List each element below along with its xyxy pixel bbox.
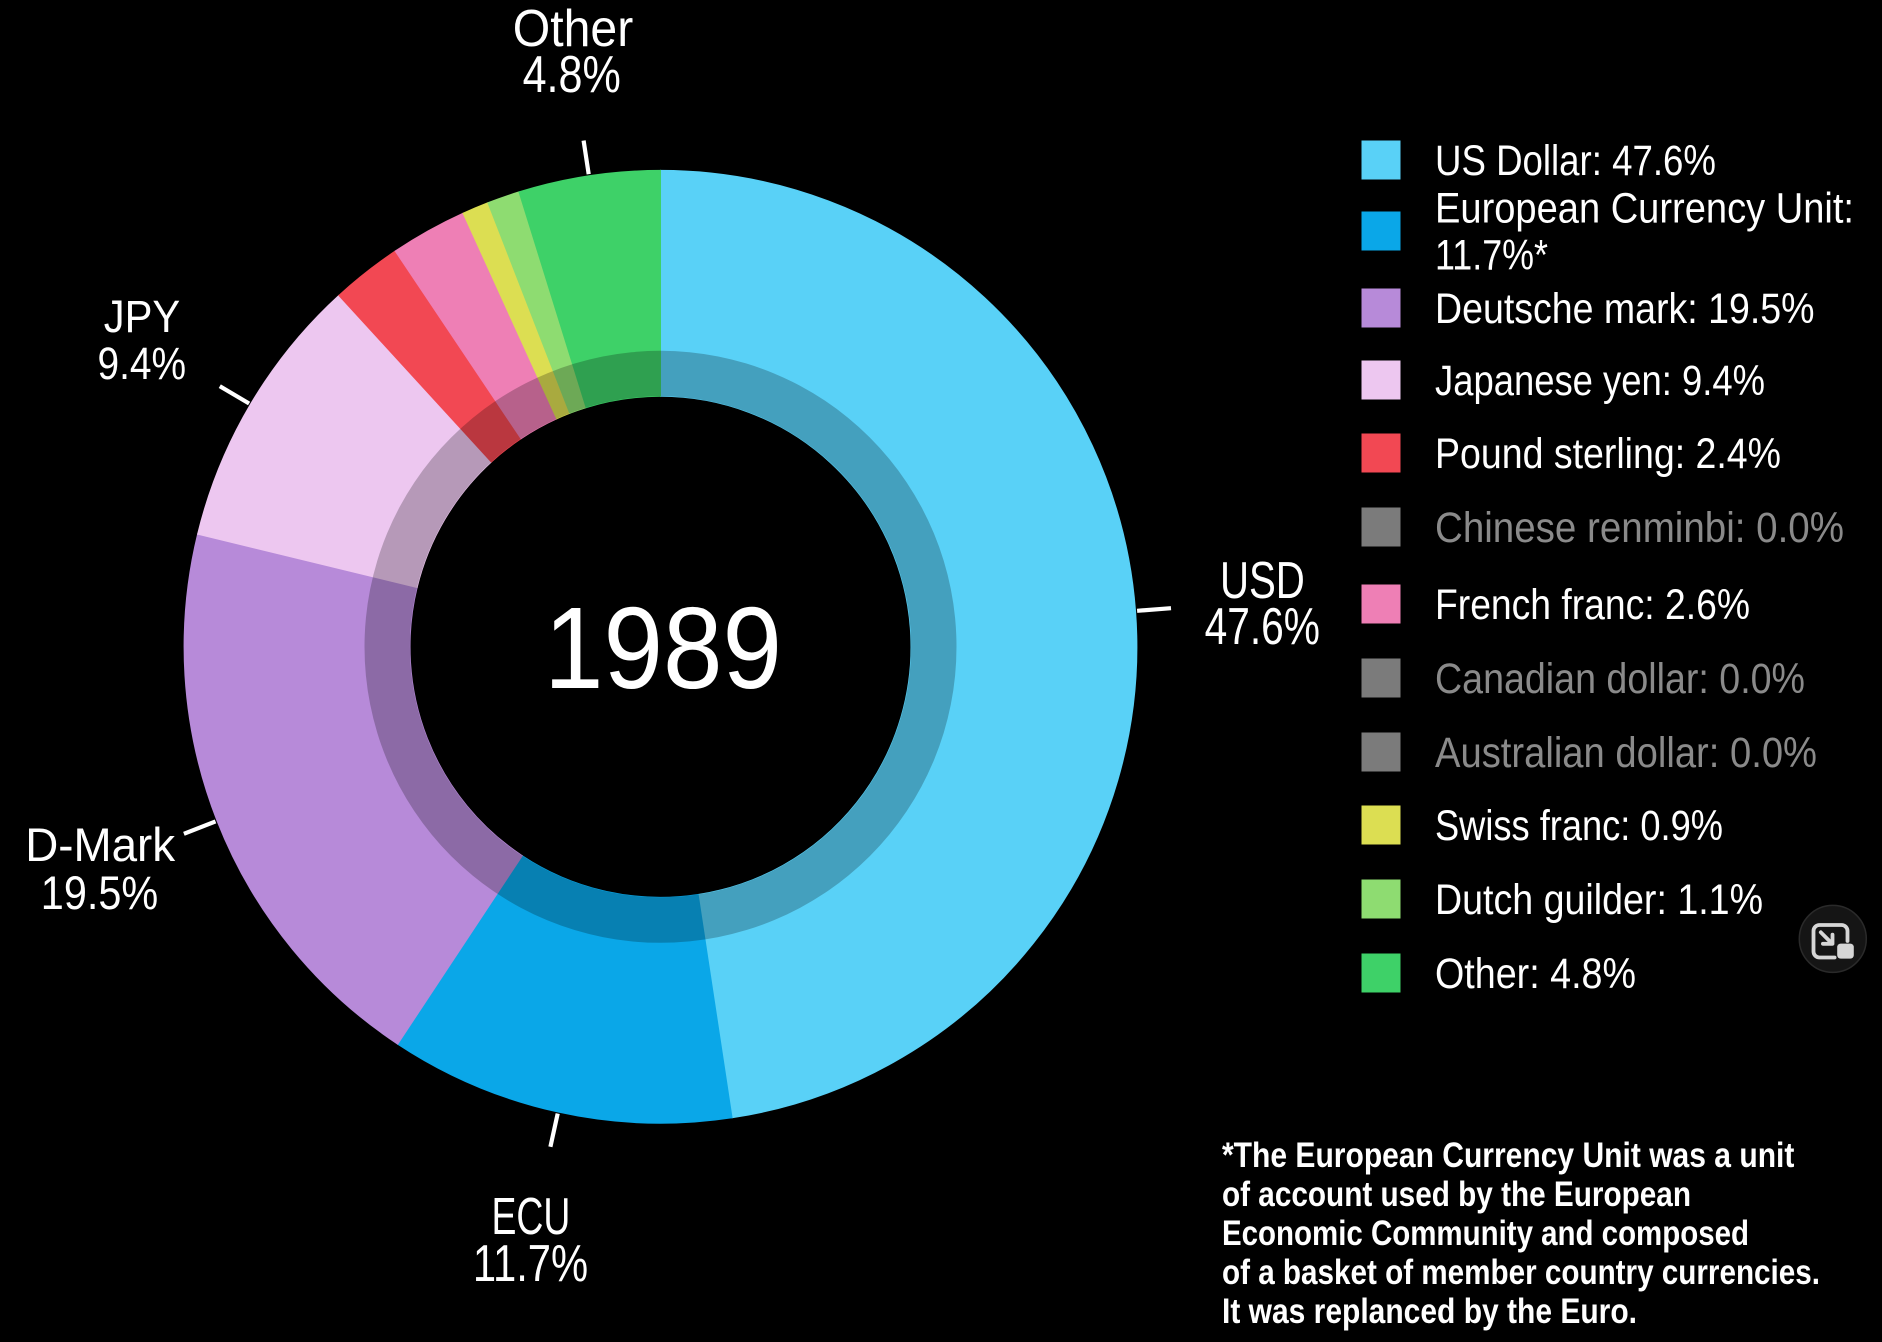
svg-text:of account used by the Europea: of account used by the European [1222,1175,1691,1214]
svg-text:Canadian dollar: 0.0%: Canadian dollar: 0.0% [1435,655,1805,703]
svg-text:19.5%: 19.5% [41,866,158,919]
svg-text:D-Mark: D-Mark [25,818,175,871]
svg-text:of a basket of member country: of a basket of member country currencies… [1222,1253,1820,1292]
svg-text:It was replanced by the Euro.: It was replanced by the Euro. [1222,1292,1637,1331]
svg-text:Australian dollar: 0.0%: Australian dollar: 0.0% [1435,729,1817,777]
svg-text:Other: Other [513,0,634,58]
svg-text:11.7%*: 11.7%* [1435,231,1548,279]
svg-text:Chinese renminbi: 0.0%: Chinese renminbi: 0.0% [1435,504,1844,552]
svg-text:European Currency Unit:: European Currency Unit: [1435,184,1854,232]
svg-text:1989: 1989 [544,583,782,713]
svg-text:11.7%: 11.7% [473,1235,588,1293]
svg-text:*The European Currency Unit wa: *The European Currency Unit was a unit [1222,1136,1795,1175]
svg-text:Other: 4.8%: Other: 4.8% [1435,950,1636,998]
svg-text:French franc: 2.6%: French franc: 2.6% [1435,581,1750,629]
svg-text:9.4%: 9.4% [98,338,187,389]
svg-text:47.6%: 47.6% [1205,598,1320,656]
svg-text:US Dollar: 47.6%: US Dollar: 47.6% [1435,137,1716,185]
svg-text:4.8%: 4.8% [523,46,621,104]
svg-text:Deutsche mark: 19.5%: Deutsche mark: 19.5% [1435,285,1815,333]
svg-text:ECU: ECU [491,1188,570,1246]
svg-text:Swiss franc: 0.9%: Swiss franc: 0.9% [1435,802,1723,850]
svg-text:USD: USD [1220,552,1305,610]
svg-text:Dutch guilder: 1.1%: Dutch guilder: 1.1% [1435,876,1763,924]
svg-text:Economic Community and compose: Economic Community and composed [1222,1214,1749,1253]
svg-text:Japanese yen: 9.4%: Japanese yen: 9.4% [1435,357,1765,405]
svg-text:Pound sterling: 2.4%: Pound sterling: 2.4% [1435,430,1781,478]
svg-text:JPY: JPY [104,291,181,342]
